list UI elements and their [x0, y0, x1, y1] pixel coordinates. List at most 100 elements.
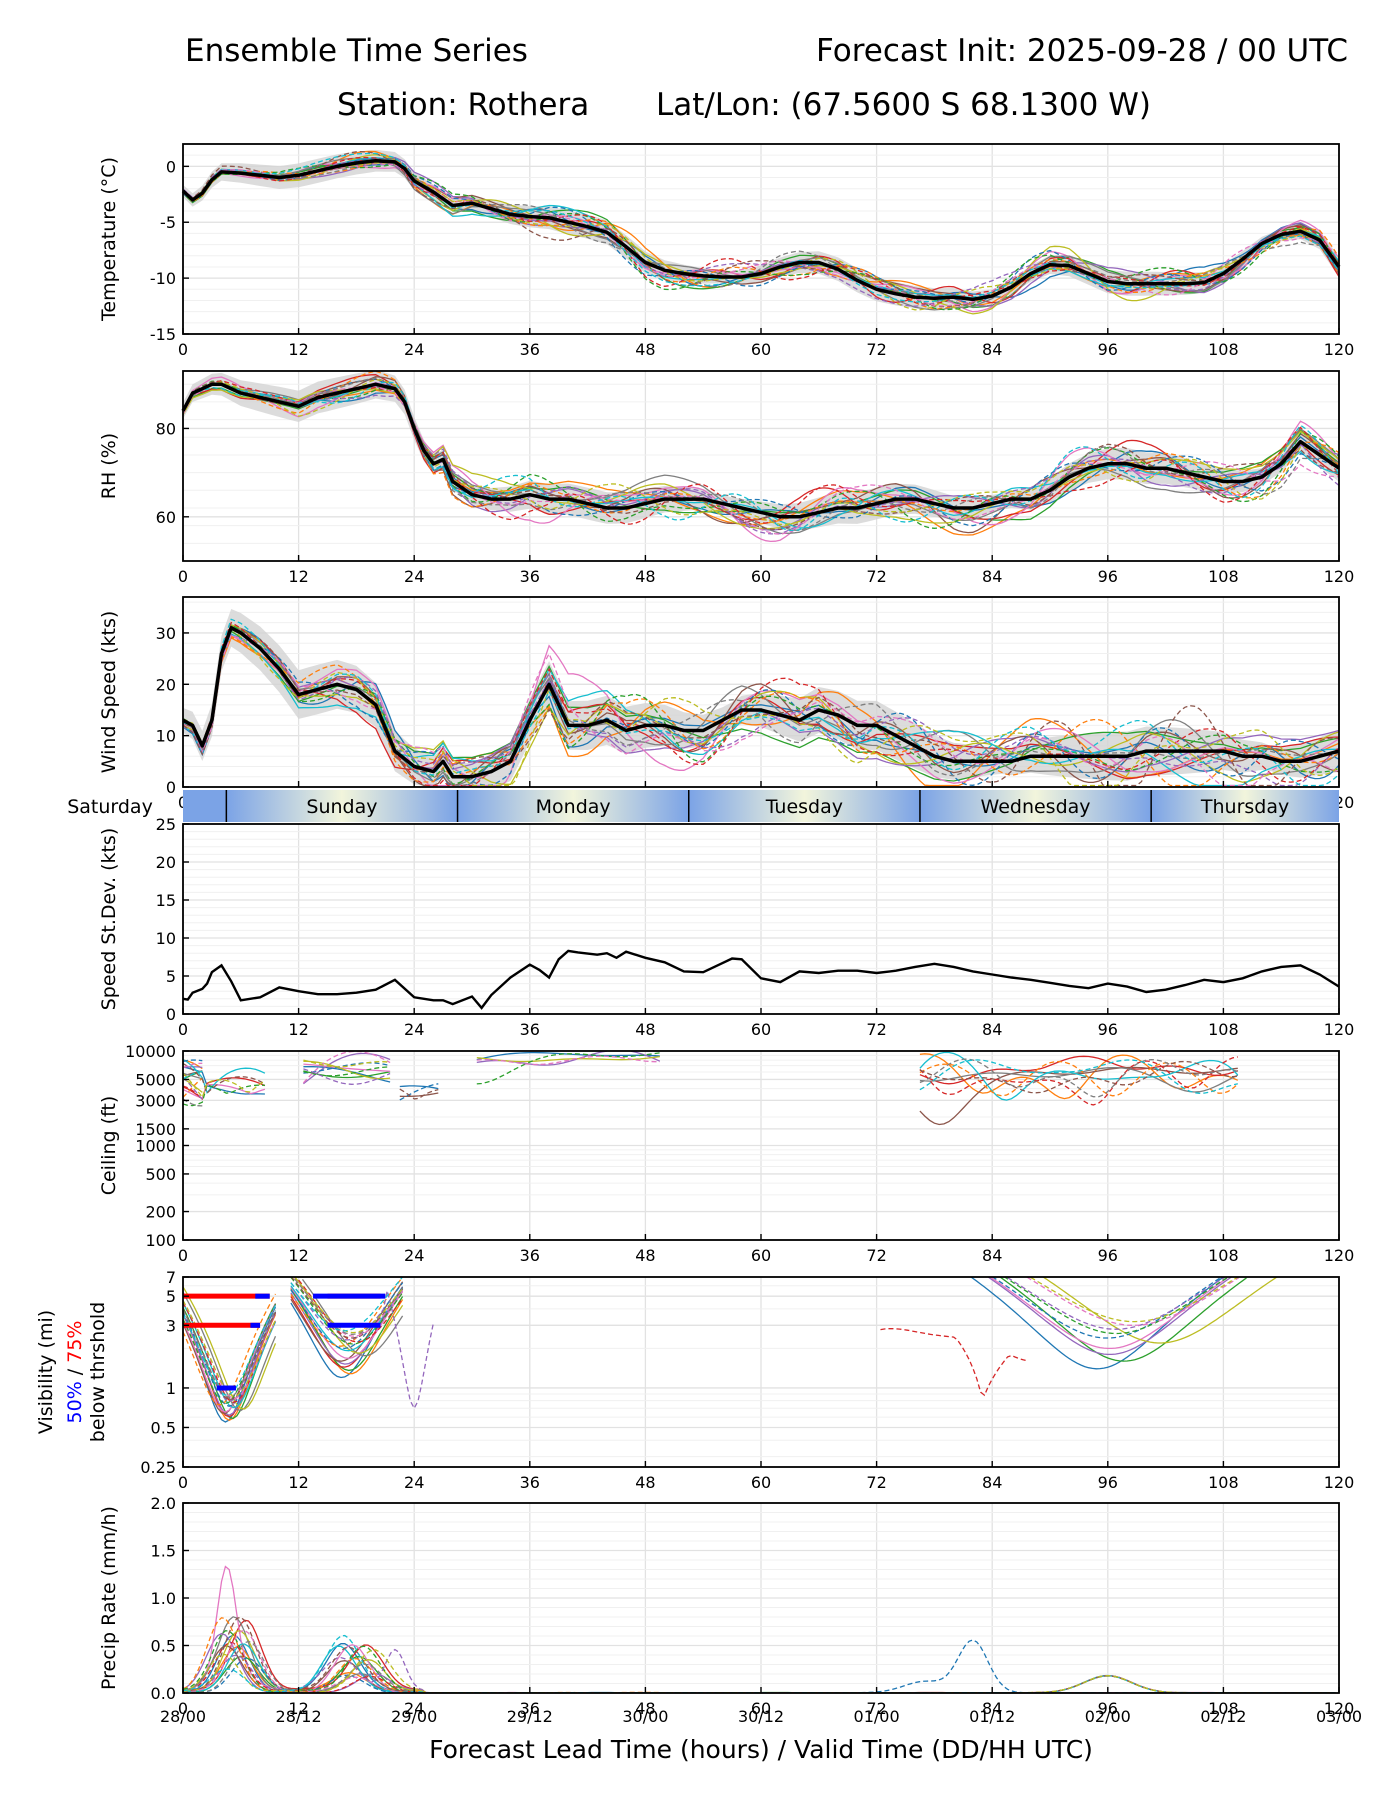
- ceiling-member-line: [919, 1066, 1239, 1093]
- wind-y-tick-label: 10: [156, 727, 176, 746]
- visibility-member-line: [290, 1287, 404, 1368]
- wind-member-line: [183, 633, 1339, 787]
- temperature-x-tick-label: 36: [520, 340, 540, 359]
- ceiling-member-line: [303, 1063, 391, 1072]
- precip-x-tick-label: 84: [982, 1699, 1002, 1718]
- ceiling-member-line: [183, 1059, 203, 1063]
- ceiling-member-line: [183, 1070, 203, 1080]
- temperature-x-tick-label: 12: [288, 340, 308, 359]
- speed_stdev-x-tick-label: 72: [866, 1020, 886, 1039]
- valid-time-label: 03/00: [1316, 1707, 1362, 1726]
- visibility-x-tick-label: 24: [404, 1473, 424, 1492]
- rh-x-tick-label: 84: [982, 567, 1002, 586]
- visibility-p50-label: 50%: [64, 1381, 86, 1423]
- rh-member-line: [183, 388, 1339, 530]
- speed_stdev-y-tick-label: 10: [156, 929, 176, 948]
- visibility-member-line: [969, 1277, 1224, 1370]
- rh-member-line: [183, 376, 1339, 534]
- precip-y-tick-label: 0.0: [151, 1684, 176, 1703]
- temperature-x-tick-label: 108: [1208, 340, 1239, 359]
- chart-title: Ensemble Time Series: [185, 33, 528, 69]
- wind-member-line: [183, 626, 1339, 787]
- valid-time-label: 30/12: [738, 1707, 784, 1726]
- rh-member-line: [183, 380, 1339, 529]
- wind-member-line: [183, 626, 1339, 787]
- rh-x-tick-label: 12: [288, 567, 308, 586]
- ceiling-member-line: [303, 1059, 391, 1068]
- ceiling-member-line: [183, 1062, 203, 1069]
- temperature-x-tick-label: 48: [635, 340, 655, 359]
- rh-member-line: [183, 378, 1339, 526]
- speed_stdev-axes: 0 5 10 15 20 25 0 12 24 36 48 60 72 84 96 108 120: [156, 815, 1355, 1039]
- speed_stdev-x-tick-label: 84: [982, 1020, 1002, 1039]
- temperature-x-tick-label: 120: [1324, 340, 1355, 359]
- rh-member-line: [183, 383, 1339, 535]
- precip-axes: 0.0 0.5 1.0 1.5 2.0 0 12 24 36 48 60 72 84 96 108 120: [151, 1494, 1355, 1718]
- ceiling-x-tick-label: 12: [288, 1246, 308, 1265]
- temperature-axes: -15 -10 -5 0 0 12 24 36 48 60 72 84 96 108 120: [150, 143, 1355, 359]
- speed_stdev-x-tick-label: 96: [1098, 1020, 1118, 1039]
- rh-x-tick-label: 60: [751, 567, 771, 586]
- rh-y-label: RH (%): [98, 433, 120, 499]
- ceiling-y-tick-label: 500: [145, 1165, 176, 1184]
- wind-member-line: [183, 618, 1339, 787]
- visibility-member-line: [183, 1309, 277, 1399]
- rh-x-tick-label: 108: [1208, 567, 1239, 586]
- speed_stdev-x-tick-label: 0: [178, 1020, 188, 1039]
- precip-x-tick-label: 48: [635, 1699, 655, 1718]
- visibility-member-line: [1042, 1277, 1278, 1344]
- ceiling-y-tick-label: 100: [145, 1231, 176, 1250]
- speed_stdev-x-tick-label: 24: [404, 1020, 424, 1039]
- rh-member-line: [183, 378, 1339, 531]
- ceiling-member-line: [183, 1076, 203, 1101]
- x-axis-title: Forecast Lead Time (hours) / Valid Time …: [429, 1735, 1093, 1764]
- temperature-member-line: [183, 156, 1339, 305]
- precip-y-tick-label: 0.5: [151, 1637, 176, 1656]
- precip-y-tick-label: 1.5: [151, 1542, 176, 1561]
- ceiling-member-line: [399, 1092, 439, 1098]
- wind-y-tick-label: 20: [156, 675, 176, 694]
- ceiling-y-tick-label: 200: [145, 1203, 176, 1222]
- ceiling-member-line: [919, 1051, 1239, 1101]
- precip-x-tick-label: 60: [751, 1699, 771, 1718]
- ceiling-member-line: [303, 1062, 391, 1074]
- latlon-label: Lat/Lon: (67.5600 S 68.1300 W): [656, 87, 1151, 123]
- visibility-member-line: [294, 1277, 404, 1337]
- temperature-member-line: [183, 161, 1339, 311]
- ceiling-members: [183, 1051, 1239, 1126]
- temperature-member-line: [183, 163, 1339, 307]
- rh-member-line: [183, 380, 1339, 525]
- precip-x-tick-label: 12: [288, 1699, 308, 1718]
- ceiling-member-line: [399, 1085, 439, 1090]
- precip-x-tick-label: 96: [1098, 1699, 1118, 1718]
- visibility-p75-label: 75%: [64, 1321, 86, 1363]
- speed_stdev-y-tick-label: 15: [156, 891, 176, 910]
- visibility-member-line: [290, 1289, 404, 1365]
- visibility-y-tick-label: 7: [166, 1268, 176, 1287]
- day-label-tuesday: Tuesday: [765, 796, 843, 818]
- rh-x-tick-label: 48: [635, 567, 655, 586]
- day-label-saturday: Saturday: [67, 796, 153, 818]
- valid-time-label: 29/00: [391, 1707, 437, 1726]
- ceiling-y-label: Ceiling (ft): [98, 1096, 120, 1196]
- temperature-y-tick-label: -5: [160, 213, 176, 232]
- wind-member-line: [183, 635, 1339, 787]
- visibility-member-line: [183, 1303, 277, 1405]
- wind-member-line: [183, 634, 1339, 787]
- speed_stdev-y-tick-label: 0: [166, 1005, 176, 1024]
- temperature-x-tick-label: 72: [866, 340, 886, 359]
- ceiling-x-tick-label: 60: [751, 1246, 771, 1265]
- ceiling-y-tick-label: 10000: [125, 1042, 176, 1061]
- ceiling-member-line: [919, 1060, 1239, 1097]
- speed_stdev-y-tick-label: 20: [156, 853, 176, 872]
- ceiling-member-line: [919, 1056, 1238, 1106]
- speed_stdev-line: [182, 949, 1340, 1010]
- speed_stdev-x-tick-label: 60: [751, 1020, 771, 1039]
- visibility-member-line: [183, 1304, 277, 1413]
- visibility-member-line: [294, 1277, 404, 1354]
- visibility-member-line: [294, 1277, 404, 1334]
- ceiling-member-line: [303, 1066, 391, 1077]
- wind-member-line: [183, 634, 1339, 787]
